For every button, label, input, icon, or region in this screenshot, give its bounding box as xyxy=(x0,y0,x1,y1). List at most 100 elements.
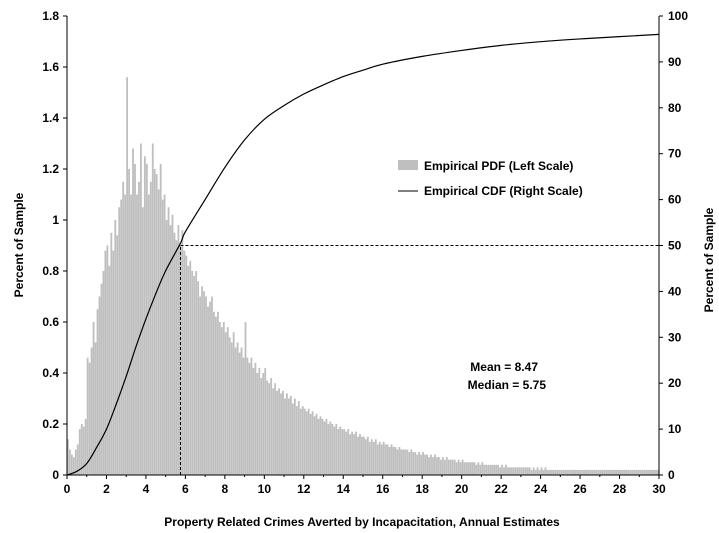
pdf-bars xyxy=(67,77,659,475)
pdf-bar xyxy=(370,439,373,475)
pdf-bar xyxy=(124,194,127,475)
pdf-bar xyxy=(88,362,91,475)
pdf-bar xyxy=(141,207,144,475)
pdf-bar xyxy=(351,431,353,475)
pdf-bar xyxy=(288,398,290,475)
pdf-bar xyxy=(163,194,166,475)
pdf-bar xyxy=(629,469,632,475)
pdf-bar xyxy=(260,378,263,475)
y-tick-label-left: 1.6 xyxy=(42,60,59,74)
pdf-bar xyxy=(205,296,207,475)
pdf-bar xyxy=(497,464,500,475)
pdf-bar xyxy=(653,469,655,475)
pdf-bar xyxy=(216,311,219,475)
pdf-bar xyxy=(627,469,630,475)
pdf-bar xyxy=(449,459,452,475)
pdf-bar xyxy=(593,469,596,475)
pdf-bar xyxy=(238,352,241,475)
pdf-bar xyxy=(173,232,176,475)
pdf-bar xyxy=(530,469,533,475)
y-tick-label-left: 0.6 xyxy=(42,315,59,329)
x-tick-label: 14 xyxy=(337,482,351,496)
pdf-bar xyxy=(363,436,365,475)
pdf-bar xyxy=(84,418,87,475)
pdf-bar xyxy=(116,235,119,475)
y-tick-label-right: 80 xyxy=(668,101,682,115)
pdf-bar xyxy=(149,181,152,475)
pdf-bar xyxy=(439,459,442,475)
pdf-bar xyxy=(169,225,172,475)
pdf-bar xyxy=(136,194,138,475)
pdf-bar xyxy=(191,271,194,475)
pdf-bar xyxy=(394,446,397,475)
pdf-bar xyxy=(455,462,458,475)
pdf-bar xyxy=(441,457,444,475)
pdf-bar xyxy=(159,163,162,475)
pdf-bar xyxy=(453,459,456,475)
pdf-bar xyxy=(595,469,598,475)
pdf-bar xyxy=(572,469,574,475)
mean-annotation: Mean = 8.47 xyxy=(470,360,538,374)
pdf-bar xyxy=(175,240,178,475)
pdf-bar xyxy=(234,347,237,475)
pdf-bar xyxy=(528,467,531,475)
pdf-bar xyxy=(167,207,170,475)
pdf-bar xyxy=(276,390,278,475)
y-tick-label-right: 0 xyxy=(668,468,675,482)
pdf-bar xyxy=(347,429,350,475)
pdf-bar xyxy=(631,469,634,475)
pdf-bar xyxy=(536,467,539,475)
pdf-bar xyxy=(132,148,134,475)
pdf-bar xyxy=(151,143,154,475)
pdf-bar xyxy=(189,260,192,475)
y-tick-label-right: 70 xyxy=(668,147,682,161)
pdf-bar xyxy=(203,291,205,475)
pdf-bar xyxy=(599,469,602,475)
pdf-bar xyxy=(412,452,415,475)
pdf-bar xyxy=(325,418,328,475)
x-tick-label: 24 xyxy=(534,482,548,496)
pdf-bar xyxy=(534,469,537,475)
pdf-bar xyxy=(295,406,298,475)
pdf-bar xyxy=(544,467,547,475)
pdf-bar xyxy=(335,424,338,475)
pdf-bar xyxy=(355,431,357,475)
pdf-bar xyxy=(414,452,417,475)
pdf-bar xyxy=(516,467,519,475)
pdf-bar xyxy=(388,446,391,475)
pdf-bar xyxy=(272,388,275,475)
pdf-bar xyxy=(268,383,271,475)
y-tick-label-left: 1 xyxy=(52,213,59,227)
pdf-bar xyxy=(100,283,103,475)
pdf-bar xyxy=(501,464,503,475)
pdf-bar xyxy=(558,469,561,475)
pdf-bar xyxy=(264,367,267,475)
pdf-bar xyxy=(282,390,284,475)
pdf-bar xyxy=(587,469,590,475)
pdf-bar xyxy=(366,436,369,475)
pdf-bar xyxy=(475,464,478,475)
median-annotation: Median = 5.75 xyxy=(468,378,547,392)
pdf-bar xyxy=(582,469,584,475)
pdf-bar xyxy=(416,454,419,475)
pdf-bar xyxy=(67,439,69,475)
pdf-bar xyxy=(240,347,243,475)
pdf-bar xyxy=(615,469,618,475)
y-tick-label-left: 0.8 xyxy=(42,264,59,278)
pdf-bar xyxy=(649,469,651,475)
pdf-bar xyxy=(459,462,462,475)
pdf-bar xyxy=(368,441,371,475)
y-tick-label-right: 40 xyxy=(668,284,682,298)
pdf-bar xyxy=(262,373,265,475)
x-tick-label: 0 xyxy=(64,482,71,496)
pdf-bar xyxy=(384,444,387,475)
pdf-bar xyxy=(443,459,446,475)
pdf-bar xyxy=(400,449,403,475)
pdf-bar xyxy=(554,469,557,475)
pdf-bar xyxy=(633,469,636,475)
pdf-bar xyxy=(639,469,642,475)
pdf-bar xyxy=(70,454,73,475)
y-tick-label-right: 60 xyxy=(668,193,682,207)
x-tick-label: 26 xyxy=(573,482,587,496)
pdf-bar xyxy=(256,373,259,475)
